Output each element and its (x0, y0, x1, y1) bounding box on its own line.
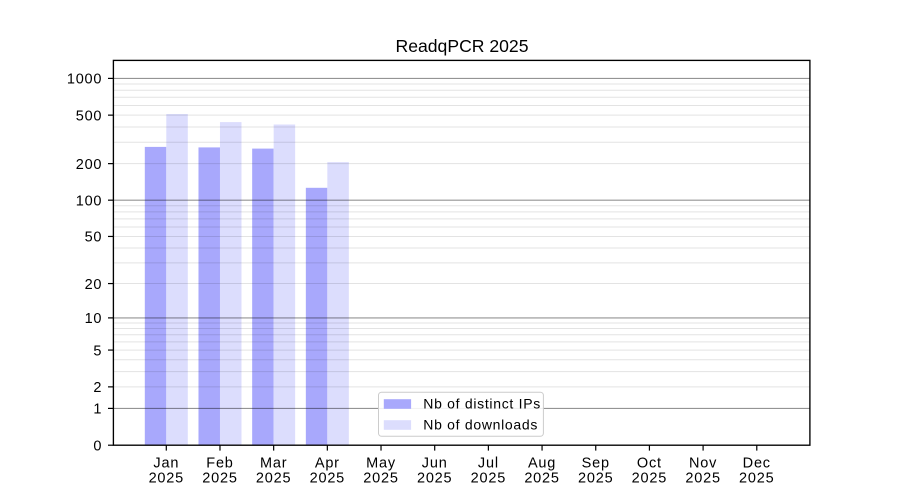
svg-text:2025: 2025 (310, 470, 345, 486)
svg-text:ReadqPCR 2025: ReadqPCR 2025 (395, 36, 528, 56)
svg-text:2025: 2025 (417, 470, 452, 486)
svg-text:2: 2 (93, 380, 102, 396)
svg-text:50: 50 (85, 230, 103, 246)
svg-text:2025: 2025 (363, 470, 398, 486)
svg-text:May: May (366, 456, 396, 472)
svg-text:0: 0 (93, 438, 102, 454)
svg-text:1000: 1000 (67, 72, 102, 88)
svg-text:Nov: Nov (689, 456, 717, 472)
svg-text:Apr: Apr (315, 456, 340, 472)
svg-text:Nb of downloads: Nb of downloads (423, 417, 538, 433)
svg-text:2025: 2025 (256, 470, 291, 486)
svg-text:2025: 2025 (471, 470, 506, 486)
svg-text:Oct: Oct (637, 456, 662, 472)
svg-text:2025: 2025 (632, 470, 667, 486)
svg-text:2025: 2025 (739, 470, 774, 486)
svg-text:200: 200 (76, 157, 103, 173)
svg-text:2025: 2025 (685, 470, 720, 486)
svg-text:Dec: Dec (743, 456, 771, 472)
svg-text:2025: 2025 (524, 470, 559, 486)
svg-text:2025: 2025 (149, 470, 184, 486)
svg-text:100: 100 (76, 193, 103, 209)
svg-text:2025: 2025 (202, 470, 237, 486)
svg-text:5: 5 (93, 343, 102, 359)
svg-text:Sep: Sep (582, 456, 610, 472)
svg-text:Mar: Mar (260, 456, 287, 472)
svg-text:Feb: Feb (206, 456, 233, 472)
svg-text:500: 500 (76, 108, 103, 124)
svg-text:1: 1 (93, 402, 102, 418)
svg-text:Aug: Aug (528, 456, 556, 472)
svg-text:10: 10 (85, 311, 103, 327)
svg-text:Jan: Jan (153, 456, 179, 472)
svg-text:20: 20 (85, 277, 103, 293)
svg-text:2025: 2025 (578, 470, 613, 486)
svg-text:Jul: Jul (478, 456, 499, 472)
svg-text:Jun: Jun (422, 456, 448, 472)
svg-text:Nb of distinct IPs: Nb of distinct IPs (423, 396, 541, 412)
